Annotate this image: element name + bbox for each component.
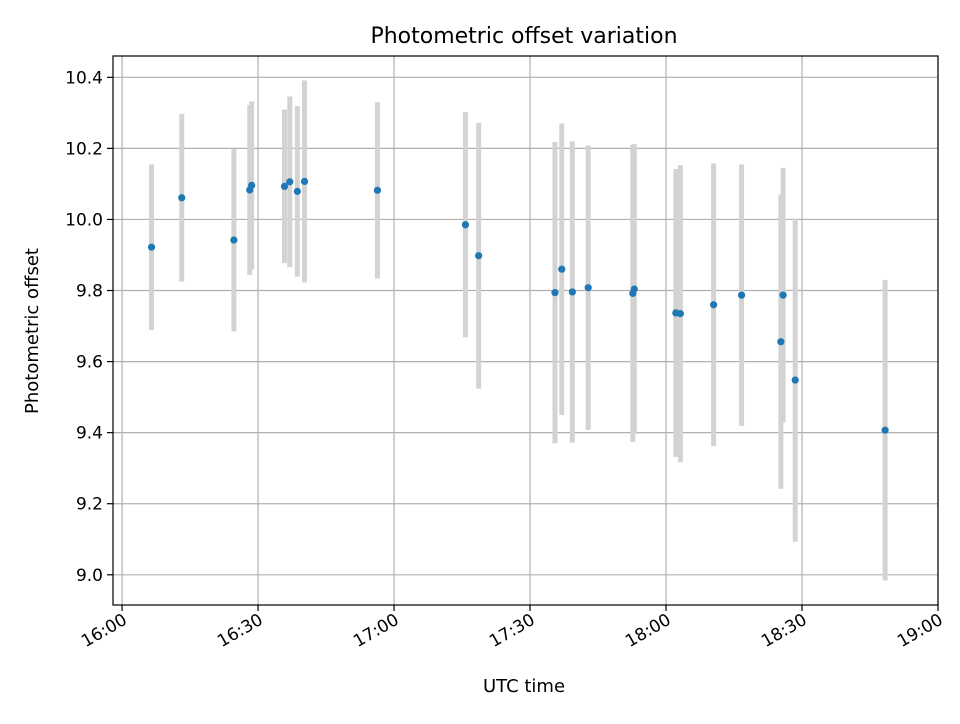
data-point — [676, 310, 684, 318]
data-point — [791, 376, 799, 384]
data-point — [710, 301, 718, 309]
y-tick-label: 9.4 — [76, 424, 103, 444]
data-point — [737, 291, 746, 299]
data-point — [286, 178, 294, 186]
chart-title: Photometric offset variation — [370, 24, 677, 49]
data-point — [230, 236, 238, 244]
data-point — [558, 265, 566, 273]
data-point — [300, 177, 309, 186]
data-point — [280, 182, 289, 191]
data-point — [881, 426, 889, 434]
y-tick-label: 9.0 — [76, 566, 103, 586]
y-tick-label: 10.4 — [65, 68, 103, 88]
data-point — [147, 243, 156, 251]
y-tick-label: 9.6 — [76, 353, 103, 373]
data-point — [293, 187, 301, 195]
data-point — [373, 186, 382, 194]
data-point — [630, 285, 638, 293]
plot-frame — [112, 55, 939, 606]
data-point — [178, 194, 186, 202]
y-tick-label: 9.2 — [76, 495, 103, 515]
y-tick-label: 10.0 — [65, 210, 103, 230]
data-point — [777, 338, 785, 346]
data-point — [551, 289, 559, 297]
data-point — [584, 284, 592, 292]
x-axis-label: UTC time — [483, 676, 565, 697]
data-point — [475, 252, 483, 260]
y-tick-label: 10.2 — [65, 139, 103, 159]
data-point — [461, 221, 470, 229]
y-axis-label: Photometric offset — [22, 248, 43, 414]
data-point — [248, 181, 256, 189]
y-tick-label: 9.8 — [76, 282, 103, 302]
y-axis-ticks: 9.0 9.2 9.4 9.6 9.8 10.0 10.2 10.4 — [65, 68, 113, 586]
data-points — [147, 177, 889, 434]
data-point — [568, 288, 576, 296]
data-point — [779, 291, 787, 299]
